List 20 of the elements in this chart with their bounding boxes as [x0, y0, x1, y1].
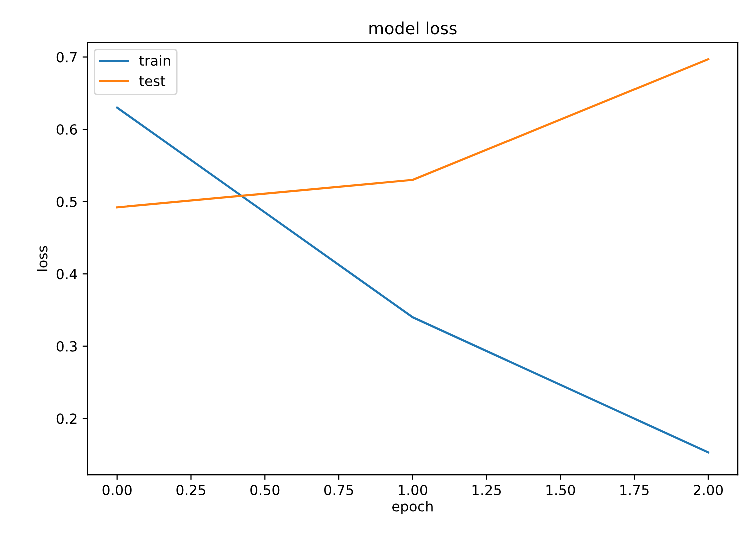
x-tick-label: 1.50 [546, 485, 576, 496]
x-axis-title: epoch [392, 501, 433, 514]
chart-title: model loss [370, 22, 457, 35]
x-tick-label: 1.00 [398, 485, 428, 496]
y-tick-label: 0.5 [56, 196, 77, 208]
x-tick-label: 2.00 [694, 485, 724, 496]
x-tick-label: 1.25 [472, 485, 502, 496]
x-tick-label: 0.50 [250, 485, 280, 496]
y-axis-title: loss [36, 246, 48, 272]
legend-label: test [140, 76, 166, 86]
legend-label: train [140, 55, 170, 66]
x-tick-label: 0.00 [102, 485, 132, 496]
x-tick-label: 0.25 [176, 485, 206, 496]
y-tick-label: 0.2 [56, 414, 77, 424]
y-tick-label: 0.3 [56, 341, 77, 352]
y-tick-label: 0.7 [56, 52, 77, 63]
x-tick-label: 1.75 [620, 485, 649, 496]
x-tick-label: 0.75 [324, 485, 354, 496]
y-tick-label: 0.4 [56, 269, 78, 280]
y-tick-label: 0.6 [56, 124, 78, 136]
